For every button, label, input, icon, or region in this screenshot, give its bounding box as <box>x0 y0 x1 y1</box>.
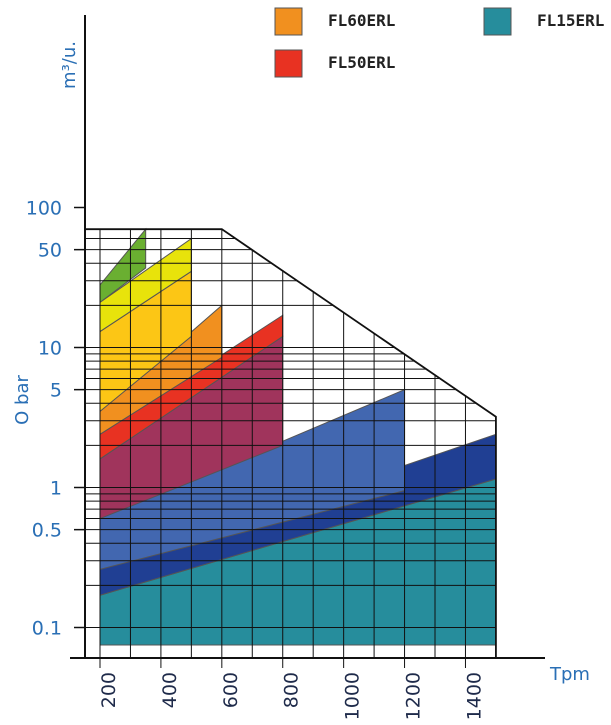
y-tick-label: 0.1 <box>32 618 62 640</box>
series-areas <box>99 227 497 646</box>
legend-label: FL60ERL <box>328 11 395 30</box>
y-tick-label: 1 <box>50 478 62 500</box>
x-tick-label: 1000 <box>342 672 364 720</box>
x-tick-label: 1200 <box>403 672 425 720</box>
y-tick-label: 10 <box>38 338 62 360</box>
x-tick-labels: 200 400 600 800 1000 1200 1400 <box>98 658 485 720</box>
y-tick-label: 0.5 <box>32 520 62 542</box>
legend-swatch <box>274 49 303 78</box>
y-tick-labels: 100 50 10 5 1 0.5 0.1 <box>26 198 85 640</box>
x-tick-label: 800 <box>281 672 303 708</box>
y-tick-label: 100 <box>26 198 62 220</box>
x-axis-label: Tpm <box>549 664 590 685</box>
envelope-grid <box>85 228 497 658</box>
x-tick-label: 400 <box>159 672 181 708</box>
x-tick-label: 600 <box>220 672 242 708</box>
legend-swatch <box>274 7 303 36</box>
legend-label: FL50ERL <box>328 53 395 72</box>
x-tick-label: 200 <box>98 672 120 708</box>
y-axis-label: m³/u. <box>59 41 80 89</box>
y-tick-label: 50 <box>38 240 62 262</box>
y-axis-secondary-label: O bar <box>12 375 33 425</box>
legend-swatch <box>483 7 512 36</box>
legend: FL60ERL FL15ERL FL50ERL <box>274 7 604 78</box>
legend-label: FL15ERL <box>537 11 604 30</box>
x-tick-label: 1400 <box>463 672 485 720</box>
y-tick-label: 5 <box>50 380 62 402</box>
